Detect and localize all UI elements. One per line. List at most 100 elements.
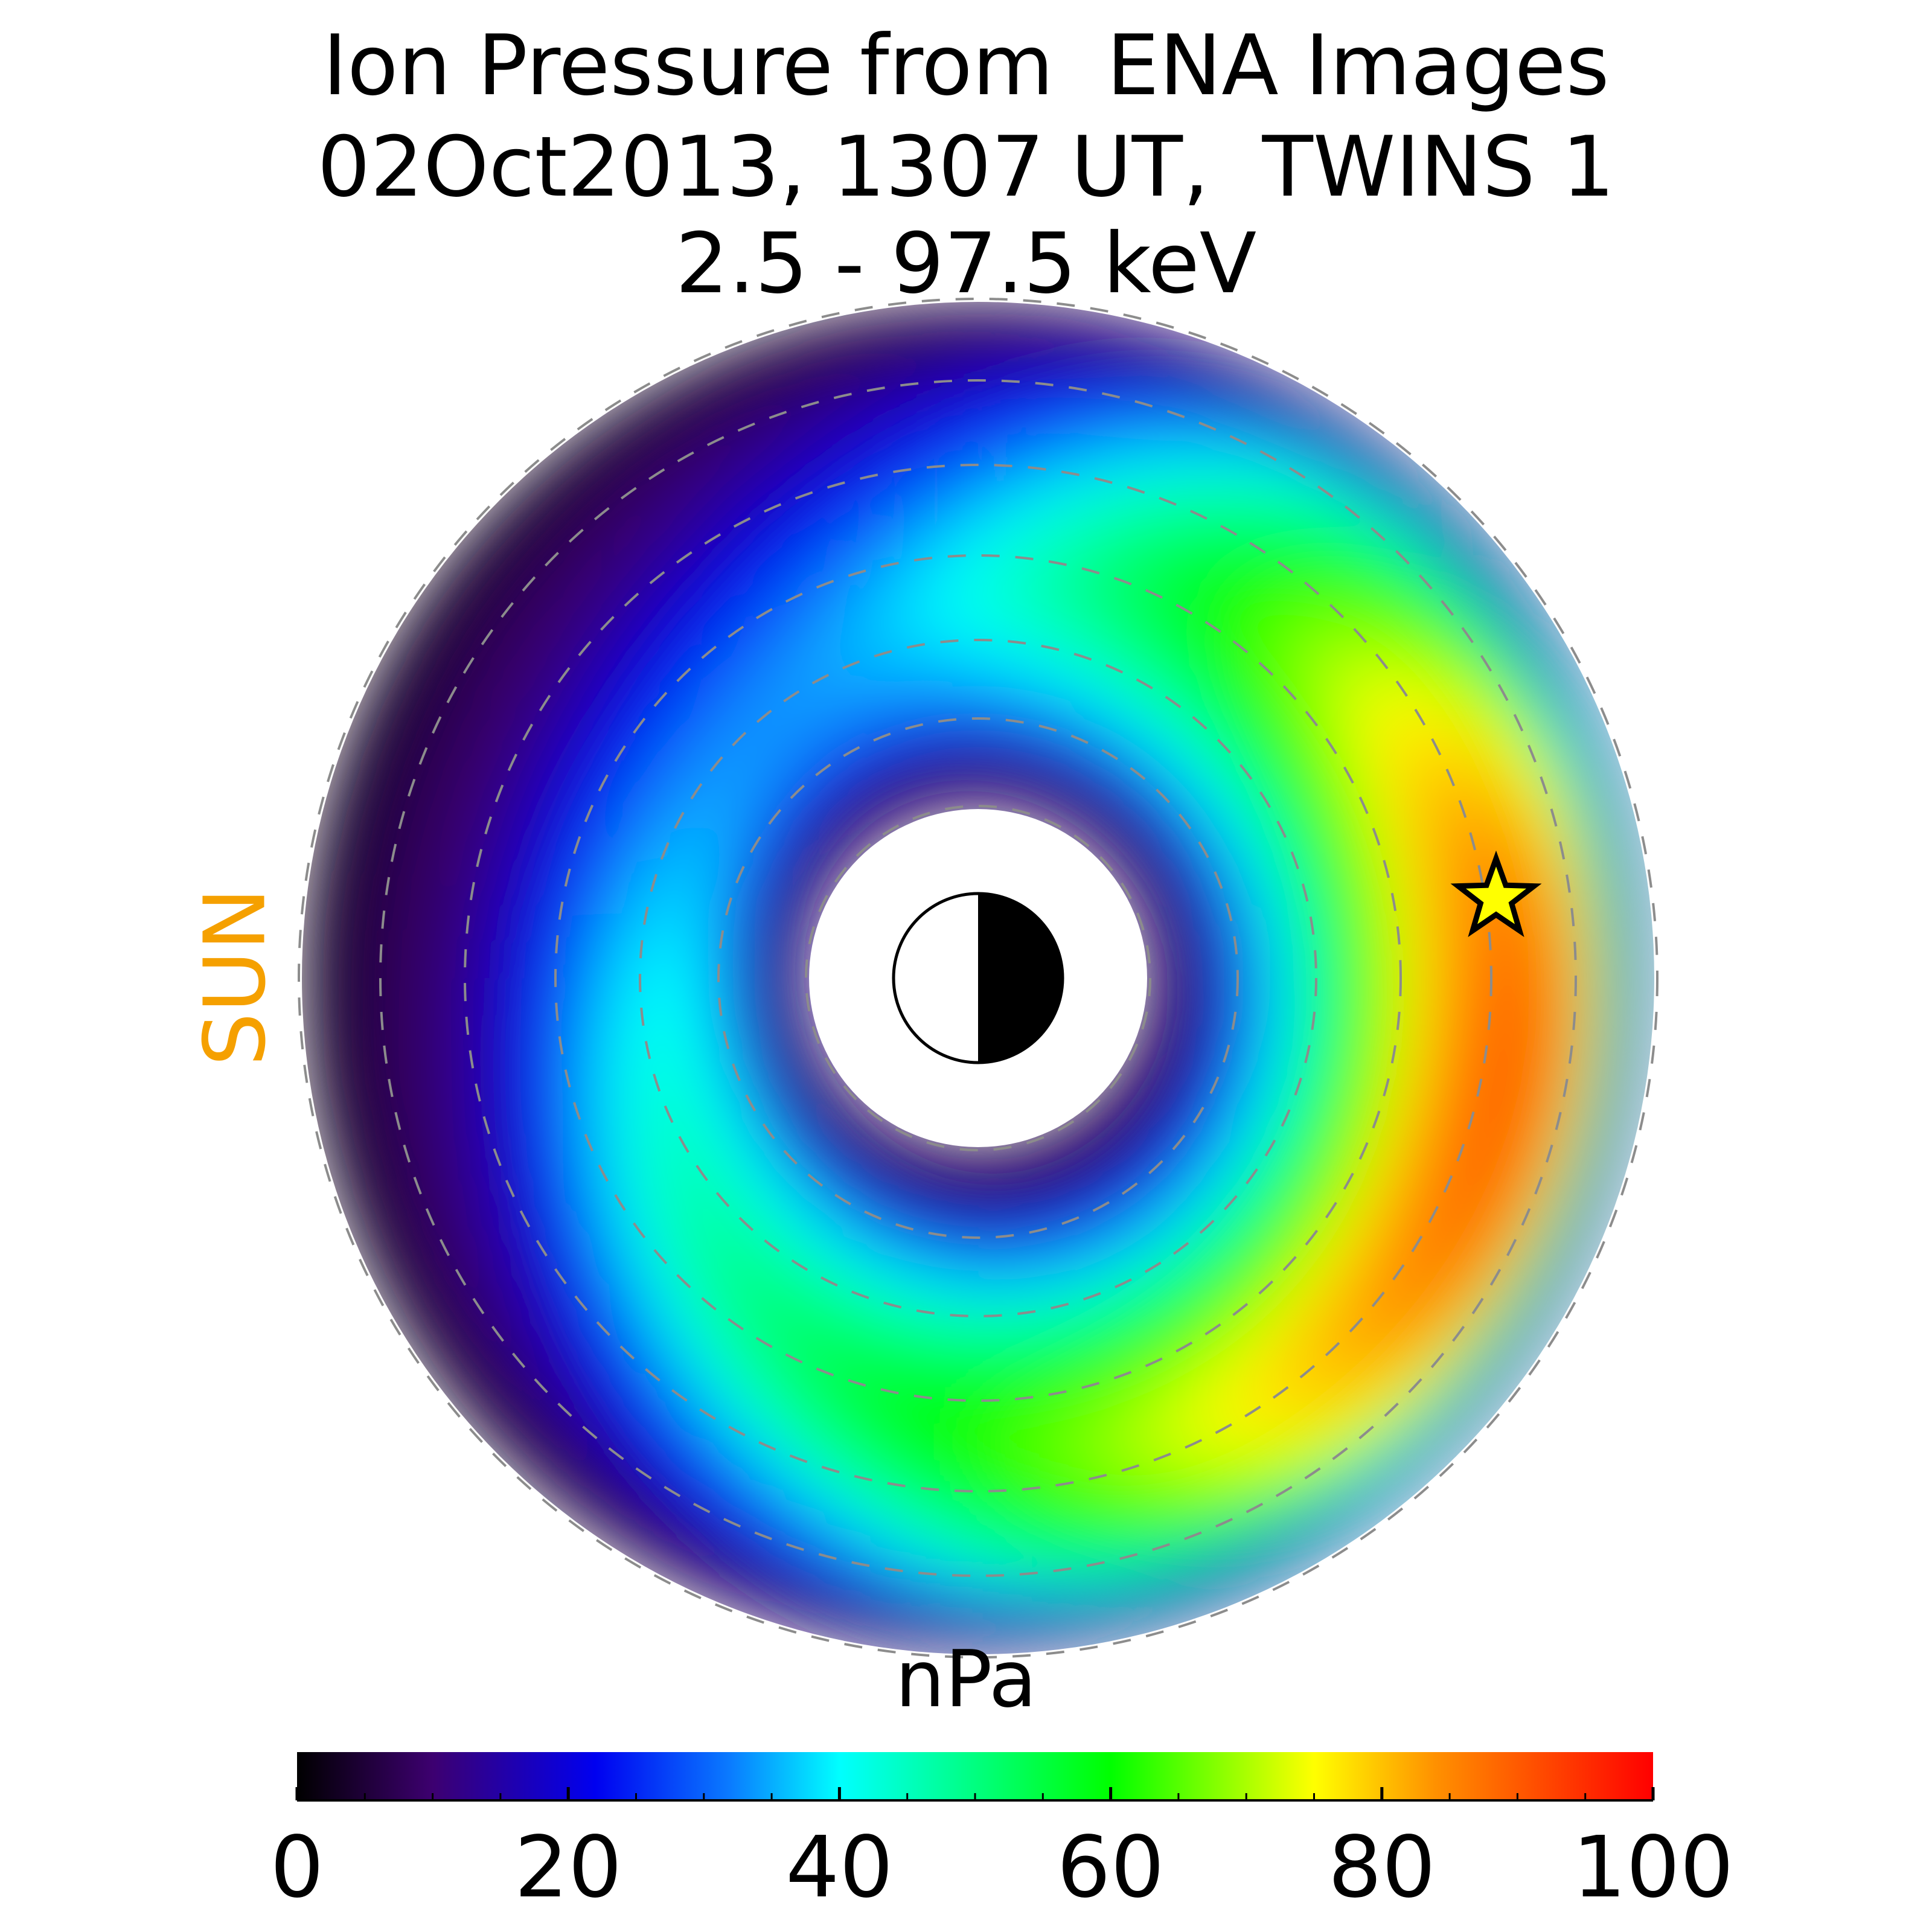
pressure-cell [1277, 666, 1319, 710]
pressure-cell [1326, 1074, 1355, 1116]
pressure-cell [487, 930, 507, 978]
pressure-cell [1499, 728, 1538, 787]
pressure-cell [1534, 648, 1580, 713]
pressure-cell [302, 971, 322, 1037]
pressure-cell [690, 925, 712, 955]
pressure-cell [405, 769, 440, 830]
pressure-cell [1466, 978, 1486, 1028]
pressure-cell [715, 579, 763, 618]
pressure-cell [689, 950, 709, 978]
pressure-cell [1563, 1140, 1600, 1205]
pressure-cell [1075, 1343, 1118, 1372]
pressure-cell [972, 1483, 1024, 1503]
pressure-cell [1374, 1087, 1404, 1133]
pressure-cell [1557, 1197, 1599, 1264]
pressure-cell [1500, 833, 1530, 890]
pressure-cell [850, 1418, 899, 1446]
pressure-cell [683, 600, 730, 642]
pressure-cell [1186, 389, 1249, 429]
pressure-cell [1096, 519, 1145, 551]
pressure-cell [914, 1189, 940, 1212]
pressure-cell [814, 1547, 875, 1579]
pressure-cell [631, 702, 670, 746]
pressure-cell [784, 546, 833, 580]
pressure-cell [642, 1197, 680, 1240]
pressure-cell [758, 937, 779, 961]
pressure-cell [485, 518, 541, 577]
pressure-cell [310, 1086, 342, 1154]
pressure-cell [738, 670, 778, 706]
pressure-cell [628, 447, 688, 494]
pressure-cell [650, 1516, 714, 1562]
pressure-cell [760, 918, 783, 943]
pressure-cell [1180, 1529, 1243, 1570]
pressure-cell [500, 758, 536, 811]
pressure-cell [682, 1377, 733, 1419]
pressure-cell [1271, 614, 1317, 659]
pressure-cell [1075, 1183, 1105, 1211]
pressure-cell [1253, 690, 1293, 732]
pressure-cell [774, 958, 793, 978]
pressure-cell [1346, 437, 1408, 491]
pressure-cell [642, 611, 689, 656]
pressure-cell [1239, 1139, 1272, 1176]
pressure-cell [1019, 727, 1047, 750]
pressure-cell [1284, 827, 1314, 866]
pressure-cell [609, 770, 644, 814]
pressure-cell [945, 605, 982, 625]
pressure-cell [780, 1024, 804, 1048]
pressure-cell [1055, 1435, 1105, 1463]
pressure-cell [706, 371, 770, 412]
pressure-cell [1300, 783, 1334, 825]
pressure-cell [1016, 744, 1042, 767]
pressure-cell [1063, 477, 1115, 506]
pressure-cell [844, 1096, 869, 1122]
pressure-cell [1380, 686, 1421, 738]
pressure-cell [1486, 787, 1520, 844]
pressure-cell [1208, 1461, 1266, 1503]
pressure-cell [975, 1197, 999, 1216]
pressure-cell [432, 1276, 480, 1338]
pressure-cell [908, 780, 932, 804]
pressure-cell [1481, 1169, 1520, 1227]
pressure-cell [1262, 1057, 1290, 1092]
pressure-cell [1013, 555, 1057, 580]
pressure-cell [1227, 825, 1256, 860]
pressure-cell [1410, 1016, 1435, 1063]
pressure-cell [659, 831, 689, 868]
pressure-cell [616, 1066, 645, 1106]
pressure-cell [1217, 679, 1257, 718]
pressure-cell [1054, 1264, 1089, 1291]
pressure-cell [1065, 634, 1104, 662]
pressure-cell [552, 692, 593, 741]
pressure-cell [928, 690, 958, 712]
pressure-cell [1431, 707, 1472, 762]
pressure-cell [571, 973, 591, 1014]
pressure-cell [675, 1262, 717, 1303]
pressure-cell [506, 1427, 566, 1485]
pressure-cell [564, 787, 597, 834]
pressure-cell [488, 888, 513, 937]
pressure-cell [1238, 849, 1267, 883]
pressure-cell [670, 770, 703, 809]
pressure-cell [936, 504, 984, 523]
pressure-cell [450, 1157, 488, 1215]
pressure-cell [662, 1404, 716, 1448]
pressure-cell [694, 614, 740, 654]
pressure-cell [1113, 1346, 1157, 1378]
pressure-cell [1286, 1211, 1325, 1254]
pressure-cell [1177, 996, 1198, 1019]
pressure-cell [1308, 492, 1364, 542]
pressure-cell [1099, 627, 1139, 658]
pressure-cell [718, 735, 753, 772]
pressure-cell [1150, 593, 1194, 629]
pressure-cell [520, 614, 568, 668]
grid-circle [805, 805, 1151, 1151]
pressure-cell [1264, 868, 1291, 903]
pressure-cell [1227, 793, 1259, 829]
pressure-cell [1348, 944, 1368, 982]
pressure-cell [1087, 834, 1112, 860]
pressure-cell [978, 504, 1025, 524]
pressure-cell [1312, 1431, 1371, 1482]
pressure-cell [1284, 1128, 1317, 1168]
